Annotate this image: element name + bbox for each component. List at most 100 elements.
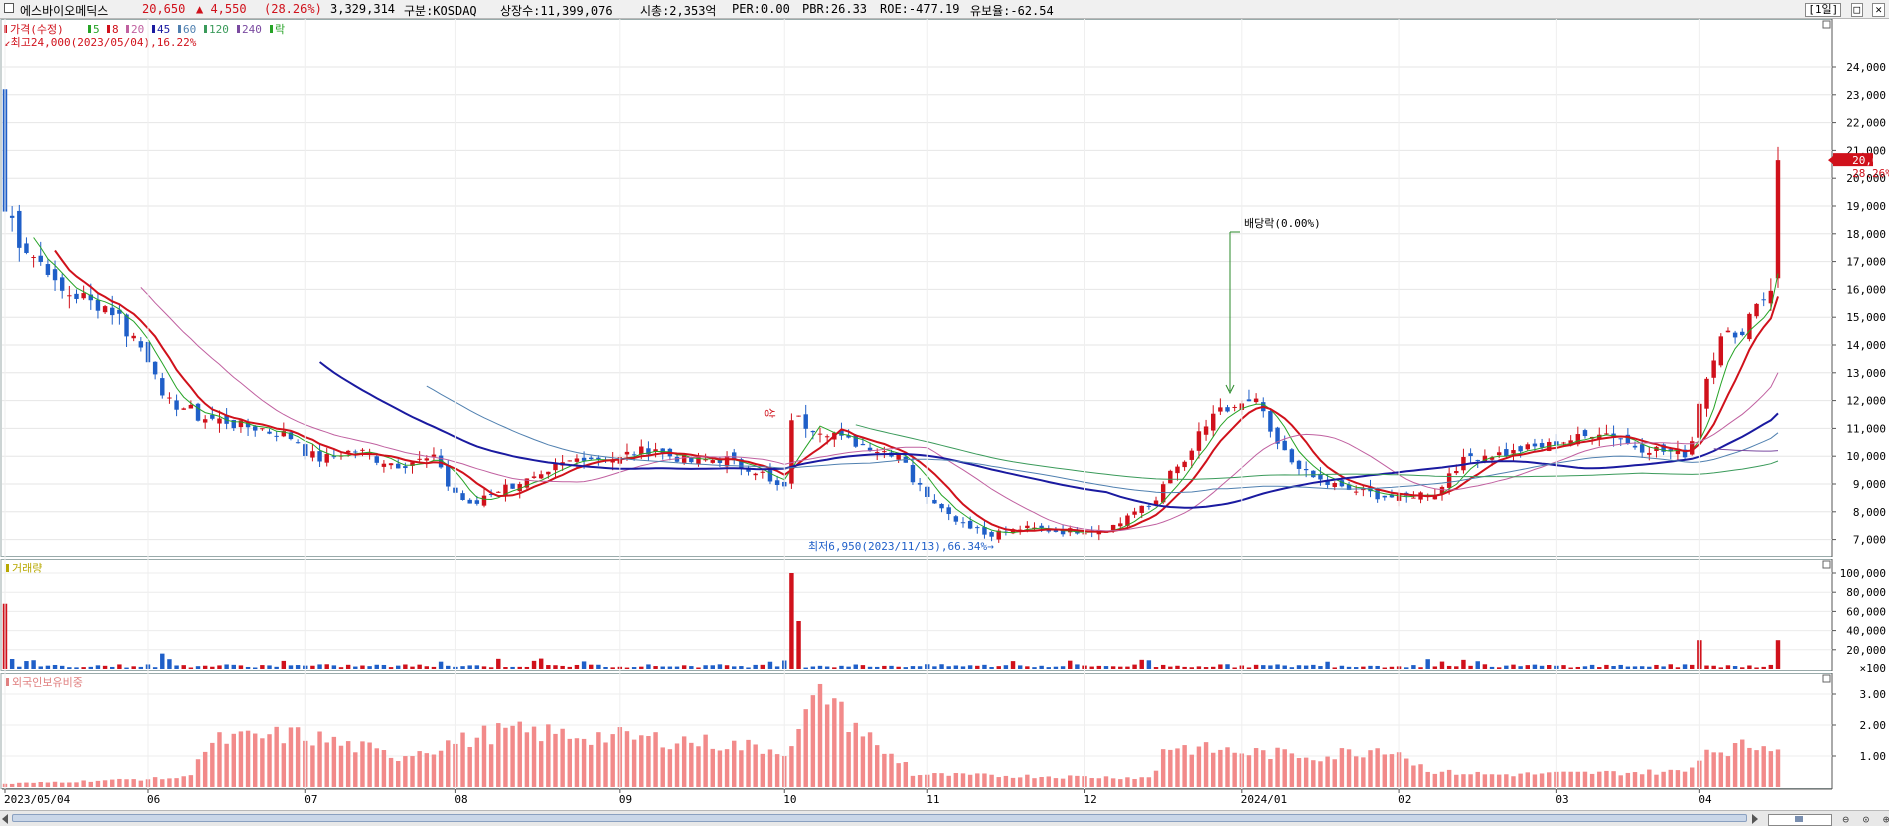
foreign-ratio-bar (488, 744, 494, 787)
candle-body (1118, 523, 1123, 527)
candle-body (631, 454, 637, 456)
volume-bar (1604, 664, 1609, 669)
y-tick-label: 18,000 (1846, 228, 1886, 241)
volume-bar (1139, 659, 1144, 669)
header-checkbox[interactable] (4, 3, 14, 13)
candle-body (1017, 529, 1023, 531)
volume-bar (1411, 665, 1416, 669)
foreign-ratio-bar (217, 732, 222, 787)
foreign-ratio-bar (1504, 774, 1509, 787)
volume-bar (1025, 666, 1030, 669)
x-tick-label: 2023/05/04 (4, 793, 71, 806)
zoom-slider[interactable] (1768, 813, 1832, 826)
volume-bar (1296, 665, 1302, 669)
volume-bar (867, 666, 873, 669)
zoom-out-icon[interactable]: ⊖ (1842, 813, 1850, 826)
volume-bar (589, 664, 594, 669)
volume-bar (395, 665, 401, 669)
candle-body (1568, 440, 1573, 446)
volume-bar (253, 667, 258, 669)
candle-body (975, 527, 980, 529)
foreign-ratio-bar (596, 732, 601, 787)
close-button[interactable]: ✕ (1872, 3, 1885, 17)
candle-body (317, 451, 322, 462)
candle-body (117, 309, 122, 314)
volume-bar (160, 653, 165, 669)
candle-body (1182, 461, 1187, 468)
candle-body (1132, 511, 1137, 515)
zoom-slider-handle[interactable] (1795, 815, 1803, 822)
candle-body (1639, 444, 1645, 453)
price-change: ▲ 4,550 (196, 2, 247, 16)
candle-body (760, 471, 766, 473)
candle-body (789, 420, 794, 484)
foreign-ratio-bar (832, 698, 837, 787)
chart-area[interactable]: 24,00023,00022,00021,00020,00019,00018,0… (0, 19, 1889, 810)
legend-marker-ma (237, 25, 240, 33)
volume-bar (88, 666, 94, 669)
y-tick-label: 17,000 (1846, 256, 1886, 269)
candle-body (1575, 434, 1581, 445)
foreign-ratio-bar (1182, 745, 1187, 787)
volume-tick-label: 40,000 (1846, 625, 1886, 638)
foreign-ratio-bar (345, 741, 351, 787)
price-panel: 24,00023,00022,00021,00020,00019,00018,0… (0, 19, 1889, 557)
foreign-ratio-bar (431, 754, 437, 787)
legend-marker-ma (126, 25, 129, 33)
candle-body (1110, 524, 1116, 531)
period-button[interactable]: [1일] (1805, 3, 1842, 17)
candle-body (1632, 445, 1638, 448)
candle-body (846, 435, 851, 438)
per-value: PER:0.00 (732, 2, 790, 16)
candle-body (703, 459, 708, 461)
window-toggle-button[interactable]: □ (1850, 3, 1864, 17)
volume-bar (1232, 667, 1237, 669)
volume-bar (67, 667, 72, 669)
candle-body (503, 484, 508, 496)
candle-body (867, 447, 873, 451)
foreign-ratio-bar (1017, 777, 1023, 787)
candle-body (260, 428, 265, 430)
volume-bar (1303, 665, 1309, 669)
foreign-ratio-bar (1375, 748, 1380, 787)
x-tick-label: 08 (454, 793, 467, 806)
volume-bar (1096, 665, 1102, 669)
ma-line-60 (426, 385, 1779, 494)
foreign-ratio-bar (1125, 777, 1130, 787)
foreign-ratio-bar (1368, 750, 1373, 787)
foreign-title: 외국인보유비중 (12, 676, 83, 689)
foreign-ratio-bar (195, 759, 201, 787)
volume-bar (417, 664, 422, 669)
y-tick-label: 23,000 (1846, 89, 1886, 102)
volume-bar (510, 666, 515, 669)
candle-body (589, 457, 594, 460)
candle-body (1189, 450, 1194, 460)
foreign-ratio-bar (1418, 764, 1423, 787)
candle-body (1539, 442, 1545, 448)
candle-body (1353, 491, 1359, 493)
horizontal-scrollbar[interactable]: ⊖ ⊙ ⊕ (0, 810, 1889, 826)
scroll-left-arrow-icon[interactable] (2, 814, 8, 824)
volume-bar (789, 573, 794, 669)
volume-bar (1339, 665, 1345, 669)
legend-price-label: 가격(수정) (10, 23, 64, 36)
volume-bar (1318, 666, 1323, 669)
scroll-right-arrow-icon[interactable] (1752, 814, 1758, 824)
zoom-in-icon[interactable]: ⊕ (1882, 813, 1889, 826)
volume-bar (1404, 667, 1409, 669)
candle-body (1232, 406, 1237, 408)
scroll-thumb[interactable] (12, 814, 1747, 822)
foreign-ratio-bar (1489, 774, 1495, 787)
foreign-ratio-bar (1225, 747, 1230, 787)
volume-bar (267, 665, 272, 669)
volume-bar (1046, 667, 1051, 669)
volume-bar (1668, 664, 1673, 669)
foreign-ratio-bar (932, 773, 937, 787)
zoom-reset-icon[interactable]: ⊙ (1862, 813, 1870, 826)
candle-body (1504, 449, 1509, 457)
foreign-ratio-bar (546, 724, 551, 787)
candle-body (1511, 450, 1516, 454)
foreign-ratio-bar (1053, 778, 1059, 787)
volume-bar (1539, 665, 1545, 669)
volume-bar (681, 665, 687, 669)
